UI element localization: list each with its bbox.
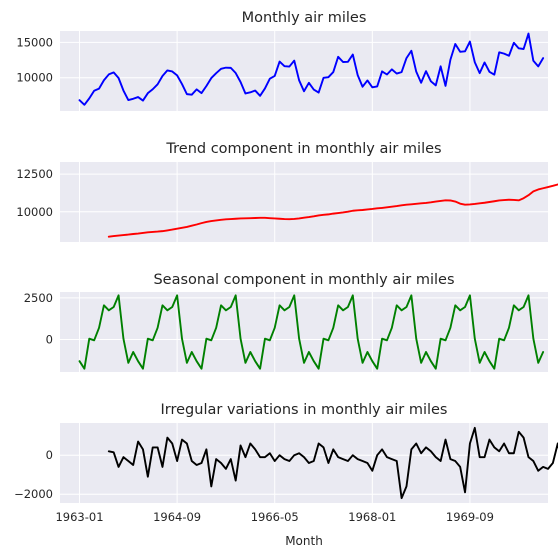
subplot-irregular: −2000 0 1963-01 1964-09 1966-05 1968-01 1969-… xyxy=(14,402,558,548)
yticks-seasonal: 0 2500 xyxy=(24,291,53,347)
line-trend xyxy=(107,183,558,238)
xticks-irregular: 1963-01 1964-09 1966-05 1968-01 1969-09 xyxy=(55,510,493,524)
y-tick-label: 0 xyxy=(46,448,53,462)
yticks-air-miles: 10000 15000 xyxy=(16,35,53,84)
plot-area-air-miles xyxy=(60,31,548,111)
subplot-seasonal: 0 2500 Seasonal component in monthly air … xyxy=(24,272,548,372)
grid-trend xyxy=(60,162,548,242)
title-seasonal: Seasonal component in monthly air miles xyxy=(153,272,454,288)
series-line-seasonal xyxy=(78,294,545,370)
plot-area-irregular xyxy=(60,423,548,503)
y-tick-label: 0 xyxy=(46,333,53,347)
series-line-air-miles xyxy=(78,32,545,106)
grid-seasonal xyxy=(60,292,548,372)
title-trend: Trend component in monthly air miles xyxy=(165,141,441,157)
x-tick-label: 1968-01 xyxy=(348,510,396,524)
x-axis-label: Month xyxy=(285,534,323,548)
x-tick-label: 1963-01 xyxy=(55,510,103,524)
y-tick-label: −2000 xyxy=(14,487,53,501)
x-tick-label: 1969-09 xyxy=(446,510,494,524)
y-tick-label: 2500 xyxy=(24,291,53,305)
title-air-miles: Monthly air miles xyxy=(242,10,367,26)
line-irregular xyxy=(107,426,558,500)
series-line-trend xyxy=(107,183,558,238)
line-air-miles xyxy=(78,32,545,106)
grid-irregular xyxy=(60,423,548,503)
x-tick-label: 1966-05 xyxy=(251,510,299,524)
y-tick-label: 12500 xyxy=(16,167,53,181)
grid-air-miles xyxy=(60,31,548,111)
subplot-air-miles: 10000 15000 Monthly air miles xyxy=(16,10,548,111)
y-tick-label: 10000 xyxy=(16,205,53,219)
yticks-irregular: −2000 0 xyxy=(14,448,53,501)
title-irregular: Irregular variations in monthly air mile… xyxy=(161,402,448,418)
yticks-trend: 10000 12500 xyxy=(16,167,53,219)
series-line-irregular xyxy=(107,426,558,500)
y-tick-label: 15000 xyxy=(16,35,53,49)
y-tick-label: 10000 xyxy=(16,71,53,85)
subplot-trend: 10000 12500 Trend component in monthly ai… xyxy=(16,141,558,242)
x-tick-label: 1964-09 xyxy=(153,510,201,524)
plot-area-trend xyxy=(60,162,548,242)
line-seasonal xyxy=(78,294,545,370)
